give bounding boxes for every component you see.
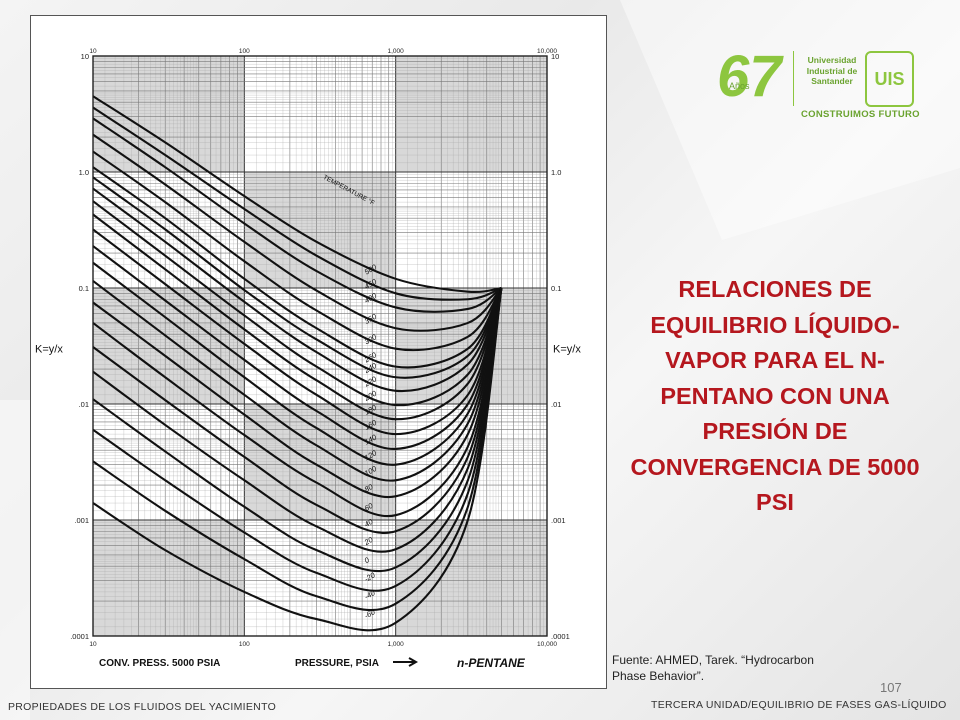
series-line--40	[92, 287, 503, 612]
series-label: -20	[363, 570, 378, 584]
page-number: 107	[880, 680, 902, 695]
y-tick-label-left: 0.1	[79, 284, 89, 293]
series-line-120	[92, 261, 503, 466]
series-line-500	[92, 95, 502, 294]
chart-band	[395, 56, 547, 172]
university-name: Universidad Industrial de Santander	[802, 55, 862, 87]
series-line-160	[92, 228, 503, 436]
anniversary-years: Años	[729, 81, 750, 91]
series-line-40	[92, 287, 503, 534]
chart-svg: 5004504003503002602402202001801601401201…	[35, 48, 581, 670]
chart-band	[93, 520, 245, 636]
y-tick-label-left: .0001	[70, 632, 89, 641]
series-line-20	[92, 287, 503, 553]
chart-band	[244, 404, 396, 520]
component-label: n-PENTANE	[457, 656, 526, 670]
x-tick-label-top: 10,000	[537, 48, 557, 55]
source-line-1: Fuente: AHMED, Tarek. “Hydrocarbon	[612, 653, 814, 667]
convergence-pressure-label: CONV. PRESS. 5000 PSIA	[99, 658, 220, 669]
university-line-2: Industrial de	[806, 65, 858, 76]
source-citation: Fuente: AHMED, Tarek. “Hydrocarbon Phase…	[612, 652, 872, 684]
y-tick-label-left: 1.0	[79, 168, 89, 177]
chart-band	[395, 520, 547, 636]
series-line-200	[92, 200, 503, 407]
series-line-260	[92, 166, 503, 369]
y-tick-label-right: .01	[551, 400, 561, 409]
x-tick-label-bottom: 1,000	[388, 641, 405, 648]
y-axis-label-right: K=y/x	[553, 344, 581, 356]
chart-series	[92, 95, 503, 632]
footer-course: PROPIEDADES DE LOS FLUIDOS DEL YACIMIENT…	[8, 701, 277, 713]
y-tick-label-left: .01	[79, 400, 89, 409]
series-line-450	[92, 106, 502, 301]
x-tick-label-bottom: 100	[239, 641, 250, 648]
y-tick-label-right: .0001	[551, 632, 570, 641]
chart-bands	[93, 56, 547, 636]
y-tick-label-right: 1.0	[551, 168, 561, 177]
series-line--20	[92, 287, 503, 592]
y-tick-label-right: 10	[551, 52, 559, 61]
series-line-180	[92, 213, 503, 421]
slide-title: RELACIONES DE EQUILIBRIO LÍQUIDO-VAPOR P…	[630, 276, 920, 515]
background-shape	[0, 400, 30, 720]
logo-separator	[793, 51, 794, 106]
y-tick-label-left: .001	[74, 516, 89, 525]
y-tick-label-right: 0.1	[551, 284, 561, 293]
x-tick-label-top: 1,000	[388, 48, 405, 55]
uis-emblem: UIS	[865, 51, 914, 107]
k-value-chart: 500 450 400 350 300 260 240 220 200 180 160 140 120 1…	[30, 15, 607, 689]
series-line-350	[92, 133, 503, 332]
series-line-60	[92, 287, 503, 518]
series-line--60	[92, 287, 503, 632]
series-line-0	[92, 287, 503, 573]
x-tick-label-top: 10	[89, 48, 97, 55]
y-tick-label-left: 10	[81, 52, 89, 61]
chart-band	[93, 288, 245, 404]
series-line-140	[92, 245, 503, 450]
anniversary-mark: 67	[717, 44, 782, 109]
x-tick-label-bottom: 10	[89, 641, 97, 648]
series-label: 0	[363, 555, 372, 565]
x-axis-label: PRESSURE, PSIA	[295, 658, 379, 669]
uis-logo: 67 Años Universidad Industrial de Santan…	[705, 45, 920, 130]
x-tick-label-top: 100	[239, 48, 250, 55]
series-line-240	[92, 176, 503, 379]
series-line-100	[92, 280, 503, 482]
series-line-220	[92, 187, 503, 393]
x-tick-label-bottom: 10,000	[537, 641, 557, 648]
series-line-300	[92, 150, 503, 352]
chart-grid	[92, 56, 547, 637]
series-line-80	[92, 287, 503, 499]
footer-unit: TERCERA UNIDAD/EQUILIBRIO DE FASES GAS-L…	[651, 699, 947, 711]
logo-motto: CONSTRUIMOS FUTURO	[801, 109, 920, 120]
x-axis-arrow	[393, 657, 419, 667]
y-tick-label-right: .001	[551, 516, 566, 525]
series-label: 400	[363, 291, 379, 305]
y-axis-label-left: K=y/x	[35, 344, 63, 356]
plot-border	[92, 55, 548, 637]
university-line-1: Universidad	[807, 55, 857, 65]
university-line-3: Santander	[811, 76, 853, 86]
source-line-2: Phase Behavior”.	[612, 669, 705, 683]
chart-band	[93, 56, 245, 172]
series-line-400	[92, 117, 503, 313]
